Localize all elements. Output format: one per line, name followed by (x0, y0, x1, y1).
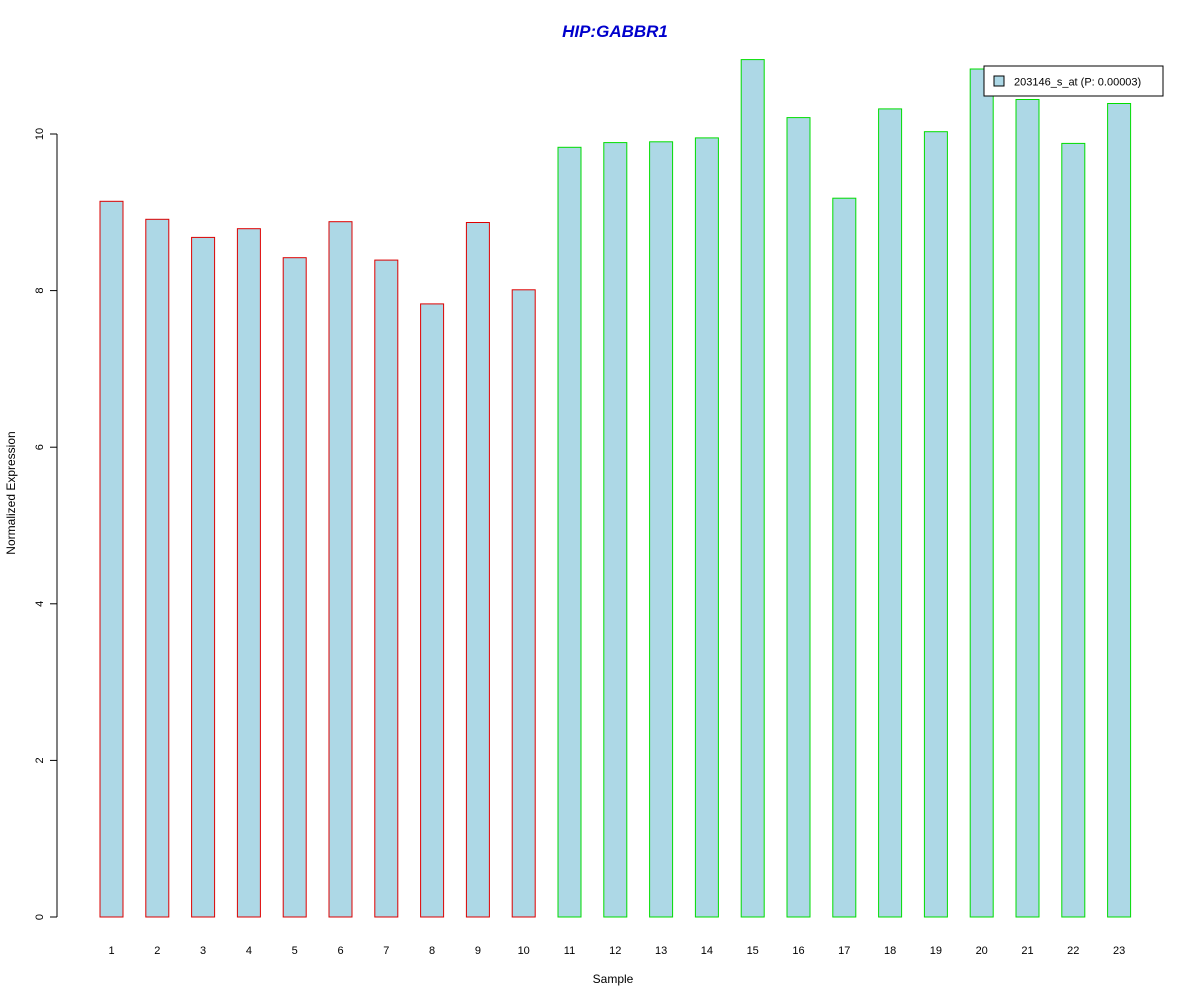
bar-series (99, 59, 1132, 918)
bar (282, 257, 307, 918)
bar (420, 303, 445, 918)
x-tick-label: 10 (518, 945, 530, 957)
bar (465, 222, 490, 918)
y-axis: 0 2 4 6 8 10 (34, 128, 58, 920)
bar (603, 142, 628, 918)
y-tick-label: 10 (34, 128, 46, 140)
bar (832, 197, 857, 918)
x-tick-label: 7 (383, 945, 389, 957)
x-tick-label: 6 (337, 945, 343, 957)
legend-label: 203146_s_at (P: 0.00003) (1014, 77, 1141, 89)
y-tick-label: 0 (34, 914, 46, 920)
x-tick-label: 13 (655, 945, 667, 957)
x-tick-label: 20 (976, 945, 988, 957)
bar (878, 108, 903, 918)
y-axis-label: Normalized Expression (4, 431, 18, 554)
bar (786, 117, 811, 918)
bar (694, 137, 719, 918)
bar (511, 289, 536, 918)
x-axis-tick-labels: 1 2 3 4 5 6 7 8 9 10 11 12 13 14 15 16 17 18 19 20 21 22 23 (108, 945, 1125, 957)
x-tick-label: 11 (564, 945, 575, 957)
x-tick-label: 19 (930, 945, 942, 957)
legend-swatch (993, 75, 1005, 87)
bar (374, 259, 399, 918)
bar (236, 228, 261, 918)
x-tick-label: 12 (609, 945, 621, 957)
bar (649, 141, 674, 918)
x-axis-label: Sample (593, 972, 634, 986)
x-tick-label: 4 (246, 945, 252, 957)
x-tick-label: 22 (1067, 945, 1079, 957)
y-tick-label: 8 (34, 288, 46, 294)
bar (328, 221, 353, 918)
bar (557, 146, 582, 918)
bar (1107, 103, 1132, 918)
bar (1061, 142, 1086, 918)
legend-box (983, 65, 1164, 97)
x-tick-label: 8 (429, 945, 435, 957)
y-tick-label: 2 (34, 757, 46, 763)
x-tick-label: 3 (200, 945, 206, 957)
bar (99, 200, 124, 918)
bar (1015, 99, 1040, 918)
x-tick-label: 5 (292, 945, 298, 957)
bar (923, 131, 948, 918)
x-tick-label: 2 (154, 945, 160, 957)
legend: 203146_s_at (P: 0.00003) (983, 65, 1164, 97)
x-tick-label: 23 (1113, 945, 1125, 957)
x-tick-label: 15 (747, 945, 759, 957)
x-tick-label: 21 (1021, 945, 1033, 957)
y-tick-label: 6 (34, 444, 46, 450)
bar (969, 68, 994, 918)
y-tick-label: 4 (34, 601, 46, 607)
x-tick-label: 9 (475, 945, 481, 957)
bar (145, 218, 170, 918)
chart-title: HIP:GABBR1 (562, 22, 668, 41)
x-tick-label: 1 (108, 945, 114, 957)
x-tick-label: 17 (838, 945, 850, 957)
x-tick-label: 14 (701, 945, 713, 957)
bar (191, 236, 216, 918)
x-tick-label: 18 (884, 945, 896, 957)
bar (740, 59, 765, 918)
x-tick-label: 16 (792, 945, 804, 957)
